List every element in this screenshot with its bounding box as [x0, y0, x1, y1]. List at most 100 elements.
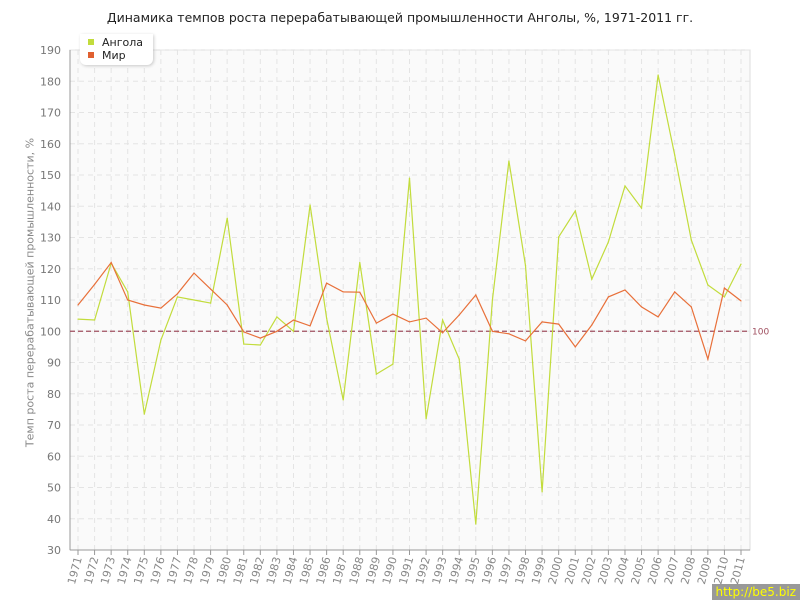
data-point	[541, 321, 543, 323]
data-point	[475, 294, 477, 296]
data-point	[259, 337, 261, 339]
data-point	[110, 261, 112, 264]
data-point	[707, 358, 709, 360]
data-point	[176, 293, 179, 295]
data-point	[491, 330, 493, 332]
data-point	[624, 289, 626, 291]
data-point	[243, 331, 245, 333]
data-point	[210, 288, 212, 290]
chart-title: Динамика темпов роста перерабатывающей п…	[106, 10, 694, 25]
data-point	[77, 318, 79, 320]
data-point	[591, 278, 593, 280]
data-point	[93, 319, 96, 321]
data-point	[574, 346, 576, 348]
data-point	[624, 185, 626, 187]
y-tick-label: 190	[40, 44, 61, 57]
data-point	[524, 265, 527, 267]
data-point	[160, 307, 162, 309]
data-point	[640, 306, 643, 308]
data-point	[326, 282, 328, 284]
data-point	[292, 330, 295, 332]
data-point	[193, 272, 195, 274]
data-point	[607, 241, 610, 243]
y-tick-label: 70	[47, 419, 61, 432]
data-point	[425, 418, 427, 420]
data-point	[259, 344, 261, 346]
data-point	[359, 291, 361, 293]
data-point	[193, 299, 195, 301]
data-point	[657, 74, 659, 76]
data-point	[375, 322, 377, 324]
y-tick-label: 90	[47, 357, 61, 370]
data-point	[342, 399, 344, 401]
data-point	[392, 363, 394, 365]
data-point	[558, 323, 560, 325]
data-point	[442, 332, 444, 334]
data-point	[591, 324, 593, 326]
y-tick-label: 180	[40, 75, 61, 88]
y-axis-label: Темп роста перерабатывающей промышленнос…	[23, 137, 37, 448]
data-point	[93, 283, 96, 285]
reference-line-label: 100	[752, 327, 769, 337]
y-tick-label: 30	[47, 544, 61, 557]
data-point	[326, 317, 328, 319]
y-tick-label: 100	[40, 325, 61, 338]
data-point	[309, 325, 311, 327]
legend-label: Мир	[102, 49, 126, 62]
y-tick-label: 170	[40, 107, 61, 120]
data-point	[309, 204, 311, 206]
data-point	[508, 160, 510, 162]
data-point	[292, 319, 295, 321]
y-tick-label: 140	[40, 200, 61, 213]
legend-item-world[interactable]: Мир	[88, 49, 143, 62]
y-tick-label: 110	[40, 294, 61, 307]
data-point	[77, 304, 79, 306]
data-point	[127, 299, 129, 301]
data-point	[690, 306, 692, 308]
data-point	[226, 304, 228, 306]
data-point	[690, 239, 692, 241]
data-point	[558, 236, 560, 238]
data-point	[607, 296, 610, 298]
data-point	[408, 321, 411, 323]
data-point	[127, 291, 129, 293]
y-tick-label: 160	[40, 138, 61, 151]
legend-swatch-angola	[88, 39, 94, 45]
data-point	[392, 313, 394, 315]
data-point	[143, 304, 145, 306]
data-point	[740, 263, 742, 265]
data-point	[442, 319, 444, 321]
data-point	[160, 339, 162, 341]
data-point	[458, 358, 460, 360]
data-point	[475, 523, 477, 525]
data-point	[524, 340, 527, 342]
data-point	[210, 302, 212, 304]
legend-item-angola[interactable]: Ангола	[88, 36, 143, 49]
legend-label: Ангола	[102, 36, 143, 49]
data-point	[674, 291, 676, 293]
y-tick-label: 50	[47, 482, 61, 495]
y-tick-label: 60	[47, 450, 61, 463]
data-point	[458, 314, 460, 316]
data-point	[740, 300, 742, 302]
legend-swatch-world	[88, 52, 94, 58]
data-point	[723, 287, 726, 289]
watermark[interactable]: http://be5.biz	[711, 584, 800, 600]
x-tick-label: 2011	[728, 555, 748, 585]
data-point	[143, 413, 145, 415]
data-point	[408, 177, 411, 179]
data-point	[574, 210, 576, 212]
data-point	[375, 373, 377, 375]
data-point	[359, 261, 361, 264]
data-point	[276, 330, 278, 332]
data-point	[425, 317, 427, 319]
data-point	[723, 296, 726, 298]
data-point	[640, 207, 643, 209]
data-point	[276, 316, 278, 318]
legend: Ангола Мир	[80, 34, 153, 65]
data-point	[226, 217, 228, 219]
data-point	[541, 491, 543, 493]
y-tick-label: 80	[47, 388, 61, 401]
data-point	[707, 284, 709, 286]
